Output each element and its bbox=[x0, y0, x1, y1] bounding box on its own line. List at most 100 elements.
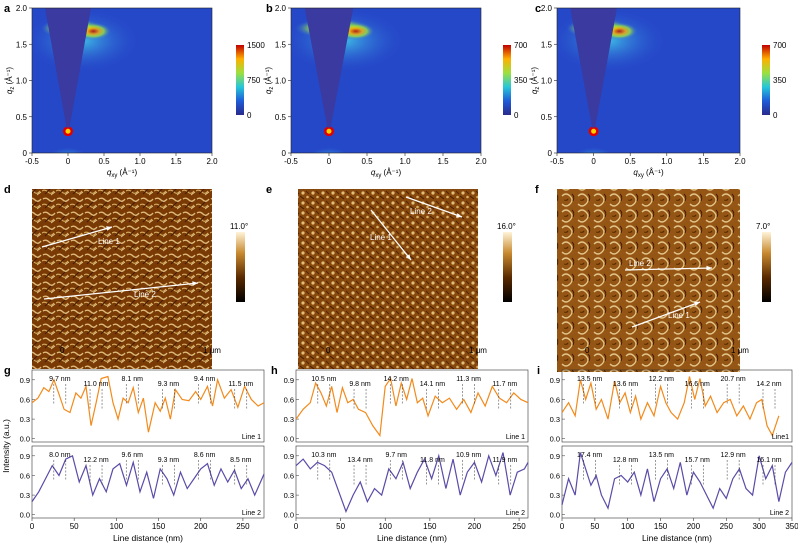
scale-start: 0 bbox=[60, 346, 65, 355]
x-tick-label: 1.5 bbox=[170, 157, 182, 166]
panel-letter: b bbox=[266, 3, 273, 15]
colorbar-max: 11.0° bbox=[230, 222, 248, 231]
y-tick-label: 0.3 bbox=[284, 491, 294, 500]
afm-image bbox=[557, 189, 740, 372]
period-annotation: 9.3 nm bbox=[158, 381, 180, 388]
arrow-head bbox=[706, 265, 712, 271]
colorbar-tick-label: 700 bbox=[514, 41, 528, 50]
y-tick-label: 1.0 bbox=[541, 77, 553, 86]
x-tick-label: 50 bbox=[70, 522, 79, 531]
height-colorbar bbox=[236, 232, 245, 302]
y-tick-label: 0 bbox=[282, 149, 287, 158]
heatmap-plot bbox=[291, 8, 481, 153]
profile-line-2 bbox=[31, 454, 265, 502]
missing-wedge bbox=[304, 8, 354, 128]
profile-line-label: Line 2 bbox=[134, 290, 156, 299]
period-annotation: 11.7 nm bbox=[492, 381, 517, 388]
x-tick-label: 1.5 bbox=[437, 157, 449, 166]
profile-line-1 bbox=[295, 376, 529, 438]
profile-panel-i: i 0.0 0.3 0.6 0.9 Line1 13.5 nm 13.6 nm 12.2 nm 1… bbox=[537, 365, 798, 543]
panel-letter: e bbox=[266, 184, 272, 196]
x-tick-label: 250 bbox=[512, 522, 526, 531]
y-tick-label: 0.9 bbox=[284, 376, 294, 385]
y-tick-label: 2.0 bbox=[541, 4, 553, 13]
beam-spot-core bbox=[591, 128, 597, 134]
x-tick-label: 2.0 bbox=[206, 157, 218, 166]
profile-line-label: Line 1 bbox=[98, 237, 120, 246]
y-tick-label: 0.5 bbox=[16, 113, 28, 122]
x-axis-label: qxy (Å⁻¹) bbox=[107, 168, 138, 179]
colorbar bbox=[762, 45, 770, 115]
profile-line-1 bbox=[31, 375, 265, 433]
y-tick-label: 0.5 bbox=[275, 113, 287, 122]
x-axis-label: Line distance (nm) bbox=[642, 533, 712, 543]
period-annotation: 11.5 nm bbox=[228, 381, 253, 388]
heatmap-plot bbox=[32, 8, 212, 153]
y-tick-label: 0.5 bbox=[541, 113, 553, 122]
y-tick-label: 0.6 bbox=[284, 471, 294, 480]
period-annotation: 9.7 nm bbox=[386, 452, 408, 459]
afm-tint bbox=[298, 189, 478, 369]
scale-end: 1 μm bbox=[469, 346, 487, 355]
subplot-frame bbox=[561, 369, 793, 443]
period-annotation: 9.6 nm bbox=[122, 452, 144, 459]
profile-line-2 bbox=[295, 452, 529, 514]
x-tick-label: 0.5 bbox=[98, 157, 110, 166]
y-tick-label: 0.9 bbox=[550, 452, 560, 461]
x-tick-label: 0.5 bbox=[361, 157, 373, 166]
period-annotation: 14.2 nm bbox=[384, 376, 409, 383]
scale-end: 1 μm bbox=[203, 346, 221, 355]
period-annotation: 12.9 nm bbox=[720, 452, 745, 459]
y-axis-label: qz (Å⁻¹) bbox=[530, 67, 541, 95]
profile-line-1 bbox=[561, 376, 780, 437]
x-tick-label: -0.5 bbox=[25, 157, 39, 166]
colorbar-tick-label: 350 bbox=[514, 76, 528, 85]
x-tick-label: 0 bbox=[327, 157, 332, 166]
x-tick-label: 150 bbox=[654, 522, 668, 531]
x-tick-label: -0.5 bbox=[284, 157, 298, 166]
lamellar-arcs bbox=[300, 124, 358, 153]
y-tick-label: 1.5 bbox=[541, 40, 553, 49]
x-tick-label: 0.5 bbox=[625, 157, 637, 166]
profile-panel-g: g 0.0 0.3 0.6 0.9 Line 1 9.7 nm 11.0 nm 8.1 nm 9.… bbox=[1, 365, 265, 543]
y-tick-label: 2.0 bbox=[275, 4, 287, 13]
profile-line bbox=[43, 282, 199, 300]
colorbar-tick-label: 0 bbox=[514, 111, 519, 120]
period-annotation: 14.2 nm bbox=[756, 381, 781, 388]
panel-letter: g bbox=[4, 365, 11, 377]
x-tick-label: 250 bbox=[236, 522, 250, 531]
series-label: Line 2 bbox=[242, 510, 261, 517]
x-tick-label: 300 bbox=[752, 522, 766, 531]
series-label: Line1 bbox=[772, 434, 789, 441]
x-tick-label: 1.0 bbox=[661, 157, 673, 166]
x-tick-label: 150 bbox=[152, 522, 166, 531]
colorbar-tick-label: 0 bbox=[247, 111, 252, 120]
y-tick-label: 0.0 bbox=[550, 435, 560, 444]
height-colorbar bbox=[762, 232, 771, 302]
period-annotation: 11.9 nm bbox=[492, 457, 517, 464]
beam-spot-core bbox=[65, 128, 71, 134]
afm-panel-d: d Line 1 Line 2 0 1 μm 11.0° bbox=[4, 184, 248, 369]
x-tick-label: 100 bbox=[379, 522, 393, 531]
period-annotation: 13.5 nm bbox=[577, 376, 602, 383]
y-tick-label: 2.0 bbox=[16, 4, 28, 13]
panel-letter: a bbox=[4, 3, 11, 15]
profile-line bbox=[41, 226, 113, 248]
subplot-frame bbox=[31, 445, 265, 519]
period-annotation: 10.9 nm bbox=[456, 452, 481, 459]
colorbar-tick-label: 0 bbox=[773, 111, 778, 120]
period-annotation: 17.4 nm bbox=[577, 452, 602, 459]
scale-start: 0 bbox=[585, 346, 590, 355]
panel-letter: c bbox=[535, 3, 541, 15]
period-annotation: 13.4 nm bbox=[347, 457, 372, 464]
y-tick-label: 1.5 bbox=[16, 40, 28, 49]
y-tick-label: 1.0 bbox=[275, 77, 287, 86]
period-annotation: 11.0 nm bbox=[84, 381, 109, 388]
colorbar-tick-label: 1500 bbox=[247, 41, 265, 50]
y-tick-label: 0.0 bbox=[550, 511, 560, 520]
y-tick-label: 0.6 bbox=[20, 395, 30, 404]
x-tick-label: 1.0 bbox=[399, 157, 411, 166]
lamellar-arcs bbox=[566, 124, 622, 153]
